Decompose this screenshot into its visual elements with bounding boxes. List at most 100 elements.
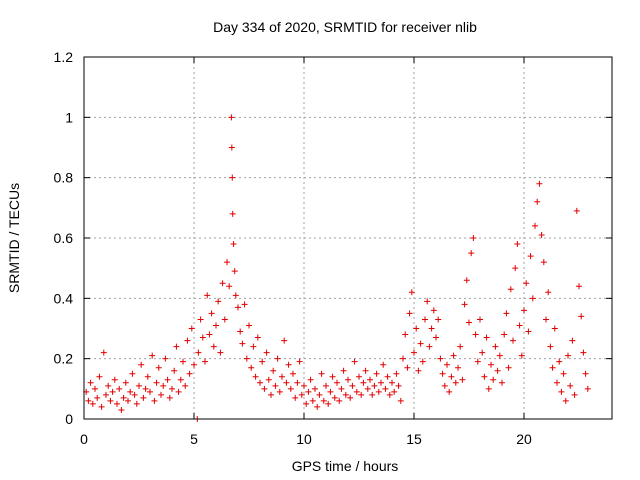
x-axis-label: GPS time / hours <box>292 458 399 474</box>
data-point <box>314 403 321 410</box>
data-point <box>582 370 589 377</box>
x-axis-ticks: 0 5 10 15 20 <box>80 57 532 447</box>
chart-title: Day 334 of 2020, SRMTID for receiver nli… <box>213 19 477 35</box>
data-point <box>265 376 272 383</box>
data-point <box>98 403 105 410</box>
y-tick-label: 1.2 <box>54 49 74 65</box>
data-point <box>197 316 204 323</box>
data-point <box>472 331 479 338</box>
data-point <box>446 388 453 395</box>
data-point <box>118 406 125 413</box>
data-point <box>155 364 162 371</box>
data-point <box>345 376 351 383</box>
data-point <box>127 388 134 395</box>
data-point <box>413 325 420 332</box>
data-point <box>474 358 481 365</box>
data-point <box>411 349 417 356</box>
data-point <box>239 340 246 347</box>
data-point <box>342 391 349 398</box>
data-point <box>232 292 239 299</box>
data-point <box>109 388 116 395</box>
data-point <box>404 364 411 371</box>
data-point <box>206 331 213 338</box>
data-point <box>182 382 189 389</box>
data-point <box>276 388 283 395</box>
data-point <box>105 382 112 389</box>
data-point <box>516 322 523 329</box>
data-point <box>312 385 318 392</box>
data-point <box>507 286 514 293</box>
data-point <box>272 382 279 389</box>
data-point <box>459 376 466 383</box>
data-point <box>175 388 182 395</box>
data-point <box>584 385 591 392</box>
data-point <box>162 355 169 362</box>
data-point <box>353 388 360 395</box>
gridlines <box>84 57 612 419</box>
data-point <box>331 394 338 401</box>
data-point <box>131 391 138 398</box>
data-point <box>380 361 387 368</box>
data-point <box>241 301 248 308</box>
y-axis-label: SRMTID / TECUs <box>6 183 22 293</box>
data-point <box>547 343 554 350</box>
data-point <box>468 250 475 257</box>
data-point <box>538 231 545 238</box>
data-point <box>490 376 497 383</box>
data-point <box>283 379 290 386</box>
data-point <box>208 310 215 317</box>
data-point <box>318 370 325 377</box>
data-point <box>576 283 582 290</box>
data-point <box>543 316 549 323</box>
data-point <box>395 382 402 389</box>
data-point <box>340 367 347 374</box>
data-point <box>129 370 136 377</box>
data-point <box>529 295 536 302</box>
data-point <box>554 379 560 386</box>
data-point <box>525 328 532 335</box>
data-point <box>397 397 404 404</box>
data-point <box>536 180 543 187</box>
data-point <box>439 370 446 377</box>
data-point <box>426 343 433 350</box>
data-point <box>285 361 292 368</box>
data-point <box>540 259 547 266</box>
data-point <box>461 301 468 308</box>
data-point <box>158 391 164 398</box>
data-point <box>298 391 305 398</box>
data-point <box>334 379 340 386</box>
data-point <box>228 144 235 151</box>
data-point <box>483 334 490 341</box>
data-point <box>463 277 470 284</box>
data-point <box>558 388 565 395</box>
data-point <box>494 367 501 374</box>
data-point <box>450 352 457 359</box>
data-point <box>246 322 252 329</box>
data-point <box>147 388 153 395</box>
data-point <box>323 382 329 389</box>
data-point <box>186 370 193 377</box>
data-point <box>503 310 510 317</box>
data-point <box>217 349 224 356</box>
data-point <box>89 400 96 407</box>
data-point <box>549 364 556 371</box>
data-point <box>169 385 175 392</box>
data-point <box>85 397 92 404</box>
data-point <box>153 379 160 386</box>
data-point <box>488 361 494 368</box>
data-point <box>435 316 442 323</box>
data-point <box>263 349 270 356</box>
data-point <box>384 373 391 380</box>
y-tick-label: 1 <box>65 109 73 125</box>
data-point <box>479 349 486 356</box>
data-point <box>457 343 464 350</box>
data-point <box>228 114 235 121</box>
data-point <box>532 222 538 229</box>
data-point <box>279 373 285 380</box>
data-point <box>510 337 516 344</box>
data-point <box>378 379 384 386</box>
data-point <box>415 367 422 374</box>
data-point <box>527 253 534 260</box>
data-point <box>142 385 149 392</box>
